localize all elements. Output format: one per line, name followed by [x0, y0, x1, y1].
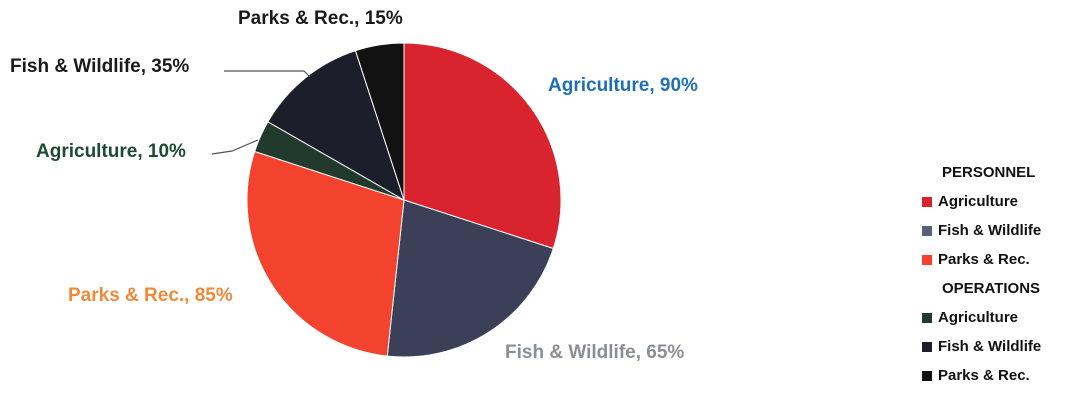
slice-label: Parks & Rec., 15%	[238, 8, 403, 29]
legend-swatch	[922, 254, 932, 265]
slice-label: Parks & Rec., 85%	[68, 285, 233, 306]
legend-item-operations-fish-wildlife: Fish & Wildlife	[922, 332, 1084, 361]
legend-swatch	[922, 312, 932, 323]
legend-label: Agriculture	[938, 193, 1019, 210]
legend-item-personnel-agriculture: Agriculture	[922, 187, 1084, 216]
legend-label: Fish & Wildlife	[938, 222, 1042, 239]
legend-label: Agriculture	[938, 309, 1019, 326]
legend-swatch	[922, 225, 932, 236]
slice-label: Fish & Wildlife, 35%	[10, 56, 189, 77]
pie-slice-personnel-fish-wildlife	[386, 199, 554, 358]
pie-slice-operations-parks-rec	[354, 42, 405, 201]
slice-label: Agriculture, 10%	[36, 141, 186, 162]
pie-slice-personnel-agriculture	[403, 42, 562, 250]
legend-label: Parks & Rec.	[938, 367, 1030, 384]
legend-swatch	[922, 370, 932, 381]
legend: PERSONNEL Agriculture Fish & Wildlife Pa…	[922, 158, 1084, 390]
legend-heading-personnel: PERSONNEL	[942, 164, 1036, 181]
legend-item-personnel-parks-rec: Parks & Rec.	[922, 245, 1084, 274]
legend-heading-operations: OPERATIONS	[942, 280, 1041, 297]
pie-slice-personnel-parks-rec	[246, 150, 405, 357]
legend-item-operations-parks-rec: Parks & Rec.	[922, 361, 1084, 390]
pie-slice-operations-fish-wildlife	[267, 50, 405, 202]
leader-line	[211, 139, 259, 155]
leader-line	[224, 70, 311, 78]
legend-item-operations-agriculture: Agriculture	[922, 303, 1084, 332]
slice-label: Agriculture, 90%	[548, 75, 698, 96]
slice-label: Fish & Wildlife, 65%	[505, 342, 684, 363]
legend-swatch	[922, 341, 932, 352]
legend-item-personnel-fish-wildlife: Fish & Wildlife	[922, 216, 1084, 245]
legend-label: Fish & Wildlife	[938, 338, 1042, 355]
legend-swatch	[922, 196, 932, 207]
legend-label: Parks & Rec.	[938, 251, 1030, 268]
